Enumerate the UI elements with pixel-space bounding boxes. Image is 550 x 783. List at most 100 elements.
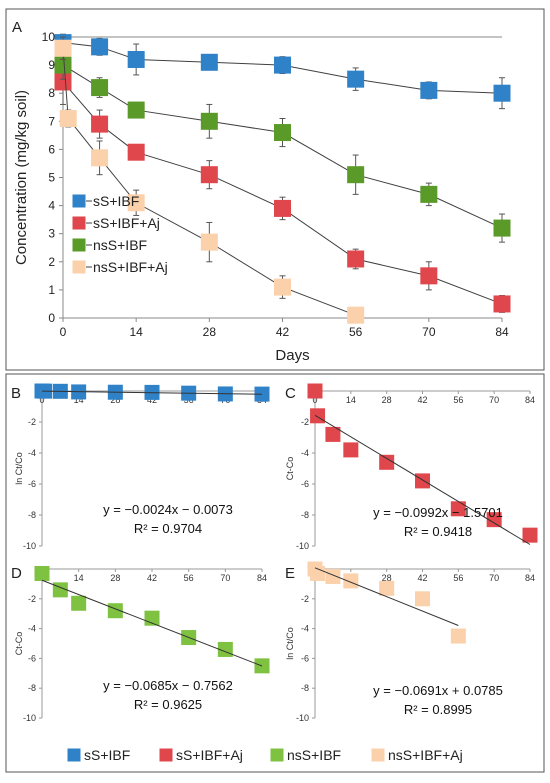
data-point	[343, 442, 359, 458]
data-point	[127, 101, 145, 119]
y-tick-label: 10	[42, 30, 56, 44]
data-point	[54, 39, 72, 57]
y-tick-label: -6	[28, 653, 36, 663]
data-point	[34, 565, 50, 581]
x-tick-label: 84	[525, 573, 535, 583]
x-tick-label: 84	[257, 573, 267, 583]
panel-a-letter: A	[12, 19, 22, 36]
y-tick-label: -2	[301, 417, 309, 427]
r-squared: R² = 0.9418	[404, 524, 472, 539]
r-squared: R² = 0.9625	[134, 697, 202, 712]
y-tick-label: 2	[48, 255, 55, 269]
y-tick-label: 1	[48, 283, 55, 297]
y-tick-label: 3	[48, 227, 55, 241]
data-point	[420, 267, 438, 285]
data-point	[274, 124, 291, 142]
bottom-legend: sS+IBF sS+IBF+Aj nsS+IBF nsS+IBF+Aj	[67, 747, 463, 763]
x-tick-label: 42	[276, 325, 290, 339]
legend-marker	[67, 748, 81, 762]
data-point	[71, 595, 87, 611]
data-point	[274, 199, 291, 217]
legend-label: nsS+IBF	[93, 237, 147, 253]
y-tick-label: 8	[48, 86, 55, 100]
y-tick-label: -6	[301, 653, 309, 663]
x-tick-label: 56	[453, 573, 463, 583]
x-tick-label: 56	[453, 395, 463, 405]
data-point	[127, 194, 145, 212]
data-point	[347, 70, 365, 88]
x-tick-label: 84	[525, 395, 535, 405]
data-point	[493, 84, 511, 102]
x-tick-label: 70	[489, 573, 499, 583]
trend-line	[41, 579, 263, 667]
y-tick-label: 6	[48, 142, 55, 156]
regression-equation: y = −0.0691x + 0.0785	[373, 683, 503, 698]
data-point	[127, 143, 145, 161]
data-point	[200, 166, 218, 184]
legend-marker	[72, 216, 86, 230]
x-tick-label: 28	[382, 395, 392, 405]
legend-label: sS+IBF+Aj	[93, 215, 160, 231]
panel-d-letter: D	[11, 565, 22, 582]
data-point	[420, 185, 438, 203]
y-tick-label: -8	[28, 683, 36, 693]
y-tick-label: -2	[28, 594, 36, 604]
data-point	[91, 38, 109, 56]
legend-marker	[371, 748, 385, 762]
x-tick-label: 28	[110, 573, 120, 583]
x-tick-label: 84	[495, 325, 509, 339]
x-tick-label: 56	[184, 573, 194, 583]
x-tick-label: 14	[129, 325, 143, 339]
x-tick-label: 70	[422, 325, 436, 339]
x-axis-title: Days	[275, 347, 309, 364]
data-point	[493, 219, 511, 237]
data-point	[343, 573, 359, 589]
data-point	[379, 454, 395, 470]
x-tick-label: 0	[312, 395, 317, 405]
y-tick-label: -6	[28, 479, 36, 489]
regression-equation: y = −0.0992x − 1.5701	[373, 505, 503, 520]
panel-e-letter: E	[285, 565, 295, 582]
data-point	[274, 278, 291, 296]
data-point	[522, 527, 538, 543]
data-point	[274, 56, 291, 74]
y-tick-label: -4	[301, 624, 309, 634]
data-point	[415, 473, 430, 489]
trend-line	[41, 390, 263, 395]
y-tick-label: -4	[28, 448, 36, 458]
legend-label: nsS+IBF+Aj	[388, 747, 463, 763]
x-tick-label: 14	[74, 573, 84, 583]
legend-label: sS+IBF+Aj	[176, 747, 243, 763]
legend-label: sS+IBF	[84, 747, 130, 763]
x-tick-label: 28	[203, 325, 217, 339]
data-point	[310, 408, 326, 424]
x-tick-label: 14	[74, 395, 84, 405]
data-point	[347, 250, 365, 268]
data-point	[200, 112, 218, 130]
data-point	[379, 580, 395, 596]
y-tick-label: -10	[23, 713, 36, 723]
data-point	[54, 73, 72, 91]
x-tick-label: 70	[220, 573, 230, 583]
y-tick-label: -10	[296, 541, 309, 551]
r-squared: R² = 0.8995	[404, 702, 472, 717]
x-tick-label: 56	[349, 325, 363, 339]
panel-lower-frame	[5, 373, 545, 773]
y-tick-label: -8	[301, 683, 309, 693]
y-tick-label: -10	[296, 713, 309, 723]
chart-panel-c: 0 14 28 42 56 70 84 -2 -4 -6 -8 -10 Ct-Co y = −0.0992…	[285, 383, 538, 551]
data-point	[347, 166, 365, 184]
data-point	[200, 53, 218, 71]
y-tick-label: -4	[28, 624, 36, 634]
panel-c-letter: C	[285, 385, 296, 402]
x-tick-label: 42	[417, 573, 427, 583]
y-tick-label: 0	[48, 311, 55, 325]
trend-line	[314, 567, 459, 626]
legend-marker	[72, 194, 86, 208]
y-tick-label: -6	[301, 479, 309, 489]
y-axis-title: Ct-Co	[14, 632, 24, 656]
x-tick-label: 42	[417, 395, 427, 405]
